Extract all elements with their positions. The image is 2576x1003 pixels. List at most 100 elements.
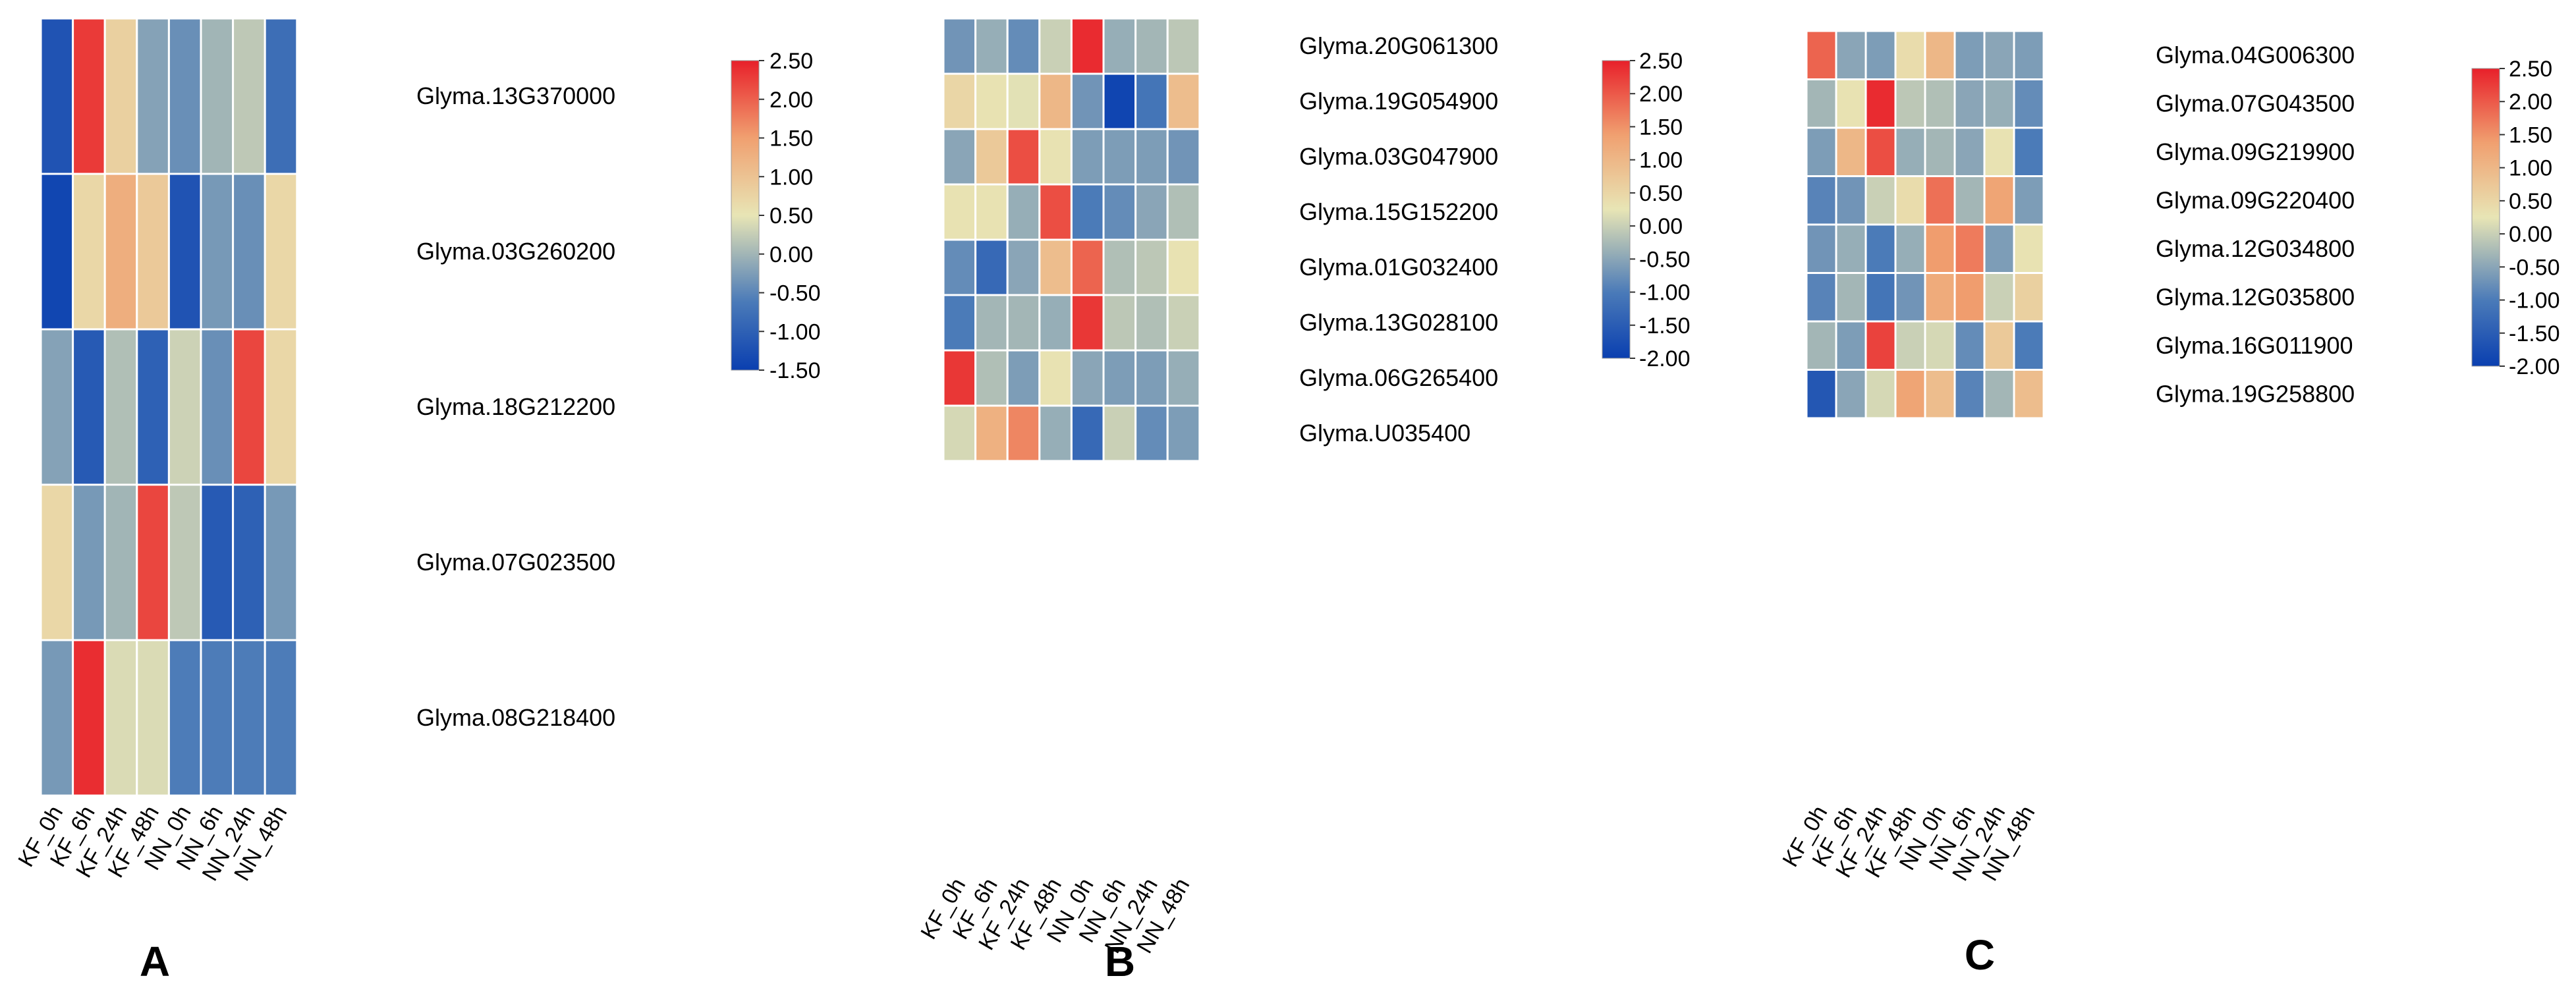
row-label: Glyma.12G034800 [2156,235,2355,262]
colorbar-tick-label: -1.50 [1639,313,1691,339]
heatmap-cell [1953,175,1986,226]
heatmap-cell [1134,128,1169,186]
heatmap-cell [974,17,1009,75]
colorbar-tick-label: -0.50 [1639,247,1691,272]
heatmap-panel-a: Glyma.13G370000 Glyma.03G260200 Glyma.18G2… [13,17,821,985]
colorbar-gradient [2472,68,2500,366]
heatmap-cell [1038,238,1073,296]
heatmap-cell [103,328,138,486]
panel-label: C [1965,931,1995,979]
heatmap-cell [1166,72,1201,130]
heatmap-cell [942,294,977,352]
heatmap-panel-b: Glyma.20G061300 Glyma.19G054900 Glyma.03G0… [916,17,1691,985]
colorbar: 2.50 2.00 1.50 1.00 0.50 0.00 -0.50 -1.00 -1.50 -… [2471,57,2560,379]
heatmap-cell [200,173,235,331]
heatmap-cell [1038,72,1073,130]
heatmap-cell [942,17,977,75]
heatmap-cell [1983,223,2015,274]
heatmap-cell [200,17,235,175]
heatmap-cell [1166,404,1201,462]
heatmap-cell [1953,369,1986,420]
heatmap-cell [1864,272,1897,323]
heatmap-cell [136,173,170,331]
colorbar-tick-label: 2.50 [770,49,813,74]
heatmap-cell [136,17,170,175]
heatmap-cell [1953,126,1986,177]
colorbar-tick-label: 1.00 [1639,148,1683,173]
heatmap-cell [1134,238,1169,296]
row-label: Glyma.19G258800 [2156,380,2355,407]
row-label: Glyma.18G212200 [416,393,615,420]
heatmap-cell [1864,175,1897,226]
colorbar-tick-label: 1.50 [770,126,813,151]
heatmap-cell [1983,369,2015,420]
heatmap-cell [1983,78,2015,129]
heatmap-cell [974,404,1009,462]
heatmap-cell [40,483,74,641]
colorbar: 2.50 2.00 1.50 1.00 0.50 0.00 -0.50 -1.00 -1.50 [731,49,821,383]
heatmap-cell [232,483,266,641]
row-label: Glyma.04G006300 [2156,41,2355,68]
heatmap-cell [1006,72,1041,130]
heatmap-cell [942,238,977,296]
heatmap-cell [1006,183,1041,241]
heatmap-cell [1166,294,1201,352]
heatmap-cell [40,639,74,797]
row-label: Glyma.20G061300 [1299,32,1498,59]
heatmap-cell [1805,272,1837,323]
heatmap-cell [1070,349,1105,407]
heatmap-cell [1894,30,1926,80]
heatmap-cell [1070,17,1105,75]
heatmap-cell [1894,223,1926,274]
heatmap-cell [1924,126,1956,177]
heatmap-cell [1038,128,1073,186]
colorbar-gradient [731,61,759,370]
heatmap-cell [72,639,106,797]
heatmap-cell [1805,78,1837,129]
colorbar-tick-label: 0.00 [1639,214,1683,239]
heatmap-cell [167,173,202,331]
colorbar-tick-label: 2.00 [770,88,813,113]
heatmap-cell [1006,349,1041,407]
heatmap-cell [1006,238,1041,296]
heatmap-cell [1924,272,1956,323]
heatmap-cell [1006,404,1041,462]
colorbar-tick-label: -0.50 [770,281,821,306]
colorbar-tick-label: 2.50 [1639,49,1683,74]
heatmap-cell [232,328,266,486]
colorbar-tick-label: -2.00 [2509,354,2560,379]
row-label: Glyma.16G011900 [2156,332,2353,359]
heatmap-cell [1894,175,1926,226]
heatmap-cell [1835,272,1867,323]
heatmap-cell [1134,404,1169,462]
heatmap-cell [264,17,298,175]
row-label: Glyma.07G023500 [416,549,615,576]
colorbar-tick-label: 1.00 [770,165,813,190]
heatmap-cell [2013,272,2045,323]
colorbar-border [2471,68,2500,367]
heatmap-cell [72,17,106,175]
heatmap-cell [1102,72,1137,130]
heatmap-cell [103,173,138,331]
row-label: Glyma.13G028100 [1299,309,1498,336]
heatmap-cell [942,404,977,462]
heatmap-cell [2013,320,2045,371]
heatmap-cell [200,639,235,797]
heatmap-cell [167,639,202,797]
heatmap-cell [1805,30,1837,80]
heatmap-cell [1864,320,1897,371]
heatmap-cell [1134,17,1169,75]
heatmap-cell [1102,238,1137,296]
heatmap-cell [974,294,1009,352]
row-label: Glyma.15G152200 [1299,198,1498,225]
heatmap-cell [1166,238,1201,296]
panel-label: B [1105,938,1135,985]
heatmap-cell [1102,349,1137,407]
heatmap-cell [1924,320,1956,371]
heatmap-cell [1894,272,1926,323]
heatmap-cell [1864,126,1897,177]
heatmap-cell [136,483,170,641]
heatmap-cell [942,183,977,241]
heatmap-cell [1835,30,1867,80]
